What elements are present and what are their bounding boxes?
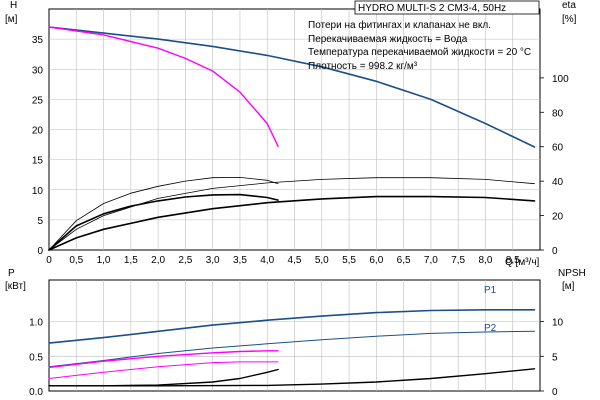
series-line	[48, 195, 536, 251]
right-tick-label: 10	[552, 318, 564, 329]
series-line	[48, 361, 279, 379]
left-tick-label: 0.0	[29, 387, 43, 398]
right-tick-label: 0	[552, 387, 558, 398]
x-tick-label: 4,0	[260, 255, 274, 266]
x-tick-label: 7,5	[451, 255, 465, 266]
x-tick-label: 3,0	[206, 255, 220, 266]
x-tick-label: 5,5	[342, 255, 356, 266]
left-tick-label: 20	[32, 126, 44, 137]
series-line	[48, 368, 279, 387]
right-tick-label: 5	[552, 352, 558, 363]
top-right-tick-labels: 0 20 40 60 80 100	[552, 74, 569, 257]
top-grid	[49, 9, 544, 251]
series-line	[48, 350, 279, 369]
left-tick-label: 25	[32, 95, 44, 106]
model-label: HYDRO MULTI-S 2 CM3-4, 50Hz	[358, 3, 506, 14]
right-tick-label: 60	[552, 143, 564, 154]
left-tick-label: 35	[32, 35, 44, 46]
x-tick-label: 0,5	[69, 255, 83, 266]
note-line-1: Потери на фитингах и клапанах не вкл.	[308, 19, 491, 31]
top-left-axis-title: H	[10, 0, 17, 11]
bottom-right-axis-title: NPSH	[558, 268, 586, 279]
bottom-right-axis-unit: [м]	[562, 281, 575, 292]
x-tick-label: 1,0	[97, 255, 111, 266]
left-tick-label: 1.0	[29, 318, 43, 329]
top-x-tick-labels: 0 0,5 1,0 1,5 2,0 2,5 3,0 3,5 4,0 4,5 5,0 5,5 6,0 6,5…	[46, 255, 520, 266]
series-line	[48, 193, 279, 251]
left-tick-label: 0.5	[29, 352, 43, 363]
x-tick-label: 2,5	[178, 255, 192, 266]
top-left-tick-labels: 0 5 10 15 20 25 30 35	[32, 35, 44, 257]
series-line	[48, 368, 536, 387]
right-tick-label: 80	[552, 108, 564, 119]
series-line-p1	[48, 309, 536, 344]
right-tick-label: 100	[552, 74, 569, 85]
x-tick-label: 3,5	[233, 255, 247, 266]
x-tick-label: 0	[46, 255, 52, 266]
right-tick-label: 20	[552, 212, 564, 223]
note-line-4: Плотность = 998.2 кг/м³	[308, 61, 418, 72]
x-tick-label: 6,5	[397, 255, 411, 266]
x-axis-title: Q [м³/ч]	[505, 257, 540, 268]
x-tick-label: 5,0	[315, 255, 329, 266]
series-line	[48, 177, 279, 251]
bottom-plot-area: 0.0 0.5 1.0 0 5 10	[29, 279, 564, 398]
model-label-box	[354, 0, 540, 15]
x-tick-label: 8,5	[506, 255, 520, 266]
left-tick-label: 5	[37, 216, 43, 227]
right-tick-label: 40	[552, 177, 564, 188]
bottom-grid	[49, 280, 544, 392]
series-line-p2	[48, 330, 535, 368]
bottom-series	[48, 309, 536, 387]
x-tick-label: 2,0	[151, 255, 165, 266]
left-tick-label: 0	[37, 246, 43, 257]
curve-label-p2: P2	[484, 323, 497, 334]
left-tick-label: 30	[32, 65, 44, 76]
top-series	[48, 26, 536, 251]
x-tick-label: 7,0	[424, 255, 438, 266]
note-line-2: Перекачиваемая жидкость = Вода	[308, 34, 468, 45]
bottom-right-tick-labels: 0 5 10	[552, 318, 564, 398]
x-tick-label: 6,0	[369, 255, 383, 266]
series-line	[48, 26, 536, 148]
x-tick-label: 1,5	[124, 255, 138, 266]
top-plot-area: 0 0,5 1,0 1,5 2,0 2,5 3,0 3,5 4,0 4,5 5,0 5,5 6,0 6,5…	[32, 8, 569, 266]
top-left-axis-unit: [м]	[5, 14, 18, 25]
bottom-left-tick-labels: 0.0 0.5 1.0	[29, 318, 43, 398]
curve-label-p1: P1	[484, 285, 497, 296]
left-tick-label: 15	[32, 156, 44, 167]
note-line-3: Температура перекачиваемой жидкости = 20…	[308, 47, 531, 58]
right-tick-label: 0	[552, 246, 558, 257]
x-tick-label: 8,0	[478, 255, 492, 266]
bottom-left-axis-title: P	[8, 268, 15, 279]
left-tick-label: 10	[32, 186, 44, 197]
top-right-axis-unit: [%]	[562, 14, 577, 25]
top-right-axis-title: eta	[562, 0, 576, 11]
series-line	[48, 26, 279, 148]
x-tick-label: 4,5	[288, 255, 302, 266]
bottom-left-axis-unit: [кВт]	[5, 281, 26, 292]
series-line	[48, 177, 535, 251]
